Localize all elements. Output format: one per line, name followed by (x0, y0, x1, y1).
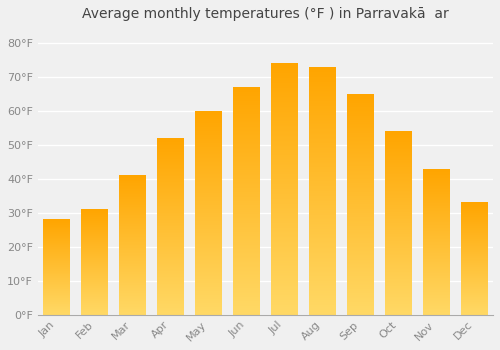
Title: Average monthly temperatures (°F ) in Parravakā  ar: Average monthly temperatures (°F ) in Pa… (82, 7, 449, 21)
